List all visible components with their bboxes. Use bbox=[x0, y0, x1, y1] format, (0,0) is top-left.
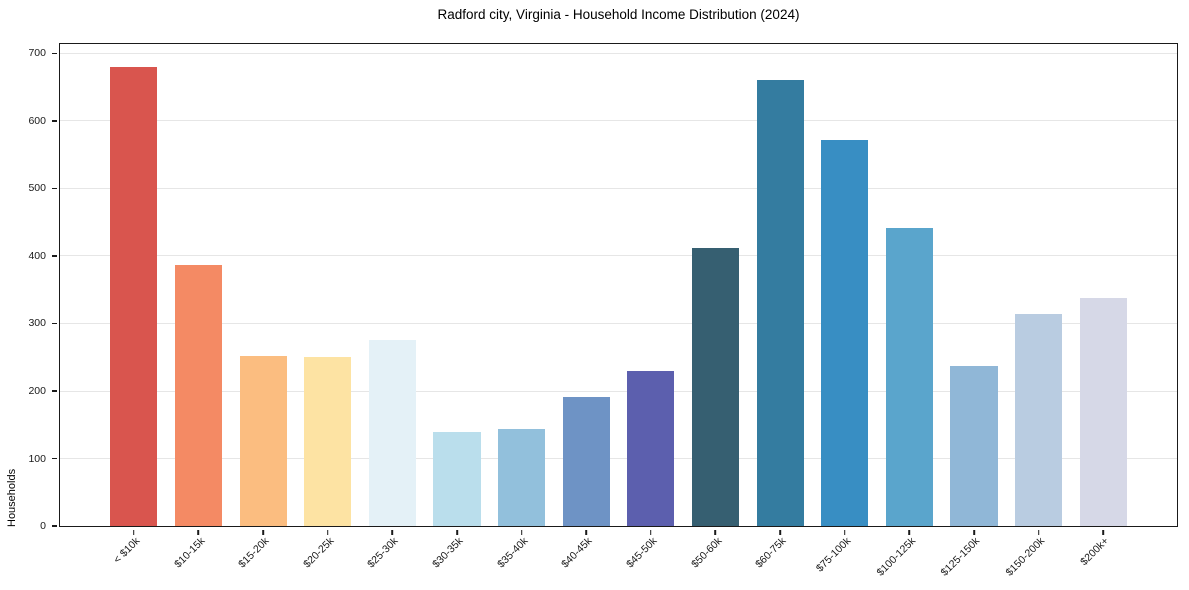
bar-slot: $10-15k bbox=[166, 44, 231, 570]
bar-slot: $15-20k bbox=[231, 44, 296, 570]
bar-slot: $125-150k bbox=[939, 44, 1007, 579]
gridline bbox=[60, 458, 1177, 459]
bar bbox=[239, 355, 287, 526]
gridline bbox=[60, 187, 1177, 189]
x-tick-label: $30-35k bbox=[430, 535, 466, 571]
bar bbox=[627, 370, 675, 526]
bar-slot: $150-200k bbox=[1004, 44, 1071, 579]
bar-slot: $35-40k bbox=[489, 44, 554, 570]
gridline bbox=[60, 120, 1177, 122]
y-tick-mark bbox=[51, 525, 57, 527]
bar-slot: $75-100k bbox=[812, 44, 877, 574]
x-tick-mark bbox=[326, 529, 329, 535]
gridline bbox=[60, 255, 1177, 257]
y-axis-label: Households bbox=[6, 468, 18, 527]
bar-slot: $40-45k bbox=[554, 44, 619, 570]
y-tick-mark bbox=[51, 390, 57, 392]
bar bbox=[691, 247, 740, 526]
y-tick-label: 600 bbox=[28, 114, 46, 127]
bar bbox=[950, 366, 998, 526]
x-tick-mark bbox=[520, 529, 523, 535]
x-tick-label: $100-125k bbox=[874, 535, 918, 579]
bar-slot: $45-50k bbox=[619, 44, 684, 570]
grid-layer: 0 100 200 300 400 500 600 700 bbox=[28, 44, 1177, 532]
gridline bbox=[60, 322, 1177, 324]
y-tick-label: 200 bbox=[28, 385, 46, 397]
bar-slot: $100-125k bbox=[874, 44, 942, 579]
y-tick-mark bbox=[51, 255, 57, 257]
x-tick-label: < $10k bbox=[111, 535, 143, 566]
y-tick-label: 100 bbox=[28, 452, 46, 465]
x-tick-mark bbox=[843, 529, 846, 535]
bar bbox=[498, 428, 546, 526]
bar bbox=[885, 228, 933, 526]
x-tick-label: $20-25k bbox=[300, 535, 337, 571]
x-tick-mark bbox=[973, 529, 975, 535]
bar bbox=[174, 264, 223, 526]
x-tick-label: $25-30k bbox=[365, 535, 401, 571]
bar-slot: $60-75k bbox=[748, 44, 813, 570]
x-tick-mark bbox=[908, 529, 911, 535]
bar-slot: $200k+ bbox=[1071, 44, 1136, 568]
bars-layer: < $10k $10-15k $15-20k $20-25k $25-30k $30-35… bbox=[60, 44, 1177, 579]
x-tick-label: $150-200k bbox=[1003, 535, 1048, 579]
x-tick-label: $75-100k bbox=[813, 535, 854, 575]
x-tick-label: $200k+ bbox=[1078, 535, 1112, 569]
y-tick-mark bbox=[51, 322, 57, 325]
y-tick-mark bbox=[51, 457, 57, 460]
x-tick-mark bbox=[197, 529, 200, 535]
x-tick-mark bbox=[391, 529, 394, 535]
y-tick-mark bbox=[51, 52, 57, 55]
x-tick-label: $125-150k bbox=[938, 535, 983, 579]
bar-slot: $30-35k bbox=[425, 44, 490, 570]
x-tick-label: $35-40k bbox=[494, 535, 531, 571]
x-tick-label: $45-50k bbox=[624, 535, 660, 571]
y-tick-mark bbox=[51, 120, 57, 122]
x-tick-label: $10-15k bbox=[171, 535, 207, 571]
bar bbox=[433, 431, 481, 526]
y-tick-label: 500 bbox=[28, 182, 46, 195]
x-tick-mark bbox=[650, 529, 652, 535]
y-tick-label: 300 bbox=[28, 317, 46, 330]
x-tick-mark bbox=[133, 529, 135, 535]
bar bbox=[110, 66, 158, 526]
bar bbox=[821, 139, 869, 526]
bar bbox=[368, 339, 416, 526]
bar bbox=[756, 80, 804, 526]
x-tick-mark bbox=[585, 529, 588, 535]
bar-slot: $20-25k bbox=[295, 44, 360, 570]
y-tick-label: 0 bbox=[40, 520, 46, 532]
gridline bbox=[60, 52, 1177, 54]
x-tick-mark bbox=[779, 529, 781, 535]
y-tick-mark bbox=[51, 187, 57, 190]
x-tick-label: $50-60k bbox=[688, 535, 724, 571]
x-tick-label: $60-75k bbox=[753, 535, 789, 571]
bar bbox=[562, 397, 610, 526]
plot-area: 0 100 200 300 400 500 600 700 < $10k $10-15k $15-… bbox=[28, 43, 1178, 579]
y-tick-label: 700 bbox=[28, 47, 46, 60]
bar bbox=[304, 357, 352, 526]
x-tick-mark bbox=[1037, 529, 1040, 535]
x-tick-mark bbox=[714, 529, 717, 535]
bar-slot: $25-30k bbox=[360, 44, 425, 570]
gridline bbox=[60, 390, 1177, 392]
x-tick-label: $40-45k bbox=[559, 535, 595, 571]
chart-title: Radford city, Virginia - Household Incom… bbox=[437, 7, 800, 22]
x-tick-label: $15-20k bbox=[236, 535, 272, 571]
bar bbox=[1079, 297, 1127, 526]
bar-slot: $50-60k bbox=[683, 44, 748, 570]
y-tick-label: 400 bbox=[28, 249, 46, 262]
bar-slot: < $10k bbox=[102, 44, 167, 566]
bar bbox=[1015, 314, 1063, 526]
x-tick-mark bbox=[456, 529, 458, 535]
x-tick-mark bbox=[1102, 529, 1105, 535]
x-tick-mark bbox=[262, 529, 264, 535]
